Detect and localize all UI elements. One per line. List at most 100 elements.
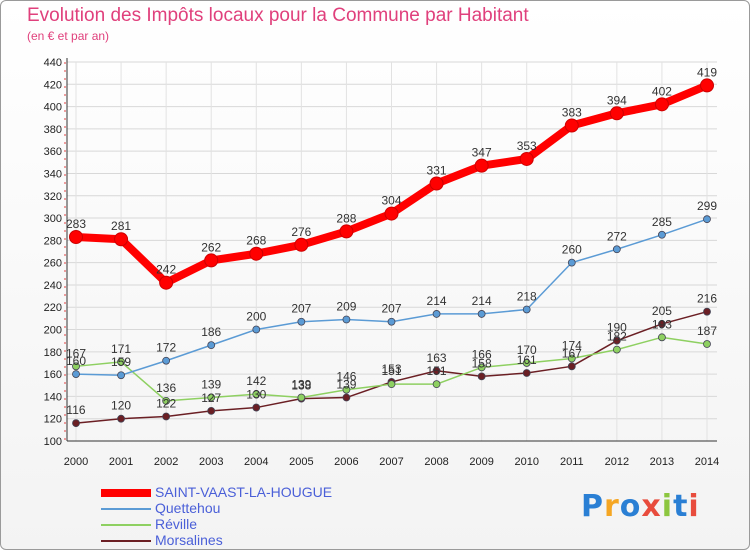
y-tick-label: 400	[44, 102, 62, 114]
data-label: 268	[246, 234, 266, 248]
y-tick-label: 420	[44, 79, 62, 91]
data-label: 151	[381, 364, 401, 378]
x-tick-label: 2014	[695, 456, 719, 468]
legend-label: Morsalines	[155, 532, 223, 548]
data-label: 260	[562, 243, 582, 257]
data-point	[384, 206, 399, 221]
x-tick-label: 2009	[469, 456, 493, 468]
data-point	[522, 305, 531, 314]
data-label: 272	[607, 229, 627, 243]
data-point	[72, 362, 80, 371]
x-tick-label: 2013	[650, 456, 674, 468]
y-tick-label: 180	[44, 347, 62, 359]
data-label: 139	[336, 378, 356, 392]
data-label: 172	[156, 341, 176, 355]
chart-title: Evolution des Impôts locaux pour la Comm…	[27, 5, 529, 26]
data-label: 200	[246, 310, 266, 324]
y-tick-label: 280	[44, 235, 62, 247]
data-label: 167	[66, 346, 86, 360]
y-tick-label: 200	[44, 325, 62, 337]
data-label: 299	[697, 199, 717, 213]
x-tick-label: 2004	[244, 456, 268, 468]
data-point	[658, 230, 666, 239]
x-tick-label: 2001	[109, 456, 133, 468]
data-point	[162, 412, 171, 421]
y-tick-label: 380	[44, 124, 62, 136]
data-label: 170	[517, 343, 537, 357]
data-point	[72, 419, 80, 428]
data-label: 187	[697, 324, 717, 338]
x-tick-label: 2003	[199, 456, 223, 468]
data-point	[609, 106, 624, 121]
data-point	[69, 230, 83, 245]
data-label: 281	[111, 219, 131, 233]
logo-letter: x	[641, 489, 662, 524]
logo-letter: P	[581, 489, 604, 524]
data-point	[294, 237, 309, 252]
data-label: 120	[111, 399, 131, 413]
x-tick-label: 2012	[605, 456, 629, 468]
data-label: 419	[697, 65, 717, 79]
proxiti-logo[interactable]: Proxiti	[581, 489, 700, 524]
data-label: 214	[427, 294, 447, 308]
data-label: 288	[336, 211, 356, 225]
data-point	[252, 403, 261, 412]
data-label: 214	[472, 294, 492, 308]
x-tick-label: 2011	[560, 456, 584, 468]
x-tick-label: 2006	[334, 456, 358, 468]
data-label: 242	[156, 263, 176, 277]
x-tick-label: 2002	[154, 456, 178, 468]
data-point	[249, 246, 264, 261]
data-label: 347	[472, 146, 492, 160]
y-tick-label: 320	[44, 191, 62, 203]
data-label: 186	[201, 325, 221, 339]
data-label: 262	[201, 240, 221, 254]
data-label: 174	[562, 339, 582, 353]
y-tick-label: 120	[44, 414, 62, 426]
data-point	[612, 336, 621, 345]
chart-subtitle: (en € et par an)	[27, 29, 110, 43]
x-tick-label: 2000	[64, 456, 88, 468]
data-point	[429, 176, 444, 191]
data-point	[162, 396, 171, 405]
data-label: 158	[472, 356, 492, 370]
logo-letter: t	[673, 489, 689, 524]
data-point	[252, 390, 261, 399]
legend-swatch	[101, 540, 151, 542]
data-label: 167	[562, 346, 582, 360]
data-label: 139	[291, 378, 311, 392]
logo-letter: i	[688, 489, 700, 524]
data-label: 331	[427, 164, 447, 178]
data-point	[159, 275, 174, 290]
data-point	[703, 340, 711, 348]
data-point	[114, 232, 129, 247]
data-point	[703, 215, 711, 224]
legend-label: SAINT-VAAST-LA-HOUGUE	[155, 484, 333, 500]
data-point	[207, 393, 216, 402]
data-label: 207	[381, 302, 401, 316]
data-label: 127	[201, 391, 221, 405]
data-point	[612, 245, 621, 254]
data-label: 146	[336, 370, 356, 384]
data-point	[567, 258, 576, 267]
data-label: 153	[381, 362, 401, 376]
legend-swatch	[101, 489, 151, 497]
legend-label: Réville	[155, 516, 198, 532]
data-point	[342, 393, 351, 402]
data-label: 193	[652, 317, 672, 331]
data-point	[339, 224, 354, 239]
data-point	[654, 97, 669, 112]
data-point	[432, 380, 441, 389]
data-label: 163	[427, 351, 447, 365]
data-label: 136	[156, 381, 176, 395]
logo-letter: r	[604, 489, 620, 524]
y-tick-label: 360	[44, 146, 62, 158]
data-point	[117, 414, 125, 423]
data-point	[72, 370, 80, 379]
legend-label: Quettehou	[155, 500, 221, 516]
x-tick-label: 2005	[289, 456, 313, 468]
data-point	[658, 333, 666, 342]
data-point	[117, 357, 125, 366]
y-tick-label: 240	[44, 280, 62, 292]
